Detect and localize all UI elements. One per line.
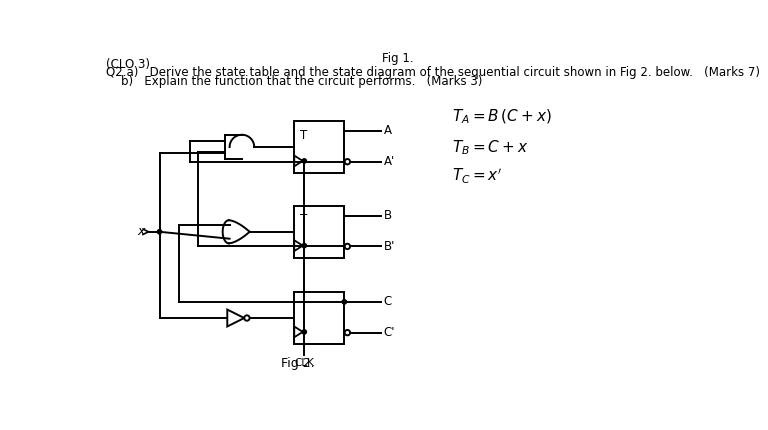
- Text: $T_A = B\,(C+x)$: $T_A = B\,(C+x)$: [452, 108, 551, 126]
- Bar: [294, 206, 344, 258]
- Circle shape: [302, 330, 306, 334]
- Circle shape: [302, 159, 306, 163]
- Text: $T_C = x'$: $T_C = x'$: [452, 167, 502, 186]
- Text: Q2.a)   Derive the state table and the state diagram of the sequential circuit s: Q2.a) Derive the state table and the sta…: [106, 66, 760, 79]
- Text: C': C': [383, 326, 395, 339]
- Text: CLK: CLK: [294, 358, 314, 368]
- Bar: [294, 121, 344, 173]
- Text: T: T: [300, 213, 307, 226]
- Circle shape: [343, 300, 346, 304]
- Text: B: B: [383, 209, 392, 222]
- Text: Fig 2.: Fig 2.: [281, 357, 315, 370]
- Circle shape: [157, 230, 162, 234]
- Bar: [294, 292, 344, 344]
- Text: C: C: [383, 295, 392, 308]
- Text: B': B': [383, 240, 395, 253]
- Circle shape: [302, 243, 306, 248]
- Text: $T_B = C+x$: $T_B = C+x$: [452, 138, 528, 157]
- Text: x: x: [137, 225, 145, 238]
- Text: A: A: [383, 124, 392, 138]
- Text: T: T: [300, 129, 307, 141]
- Text: A': A': [383, 155, 395, 168]
- Text: T: T: [300, 300, 307, 313]
- Text: (CLO 3): (CLO 3): [106, 58, 150, 71]
- Text: b)   Explain the function that the circuit performs.   (Marks 3): b) Explain the function that the circuit…: [106, 75, 482, 88]
- Text: Fig 1.: Fig 1.: [382, 52, 414, 65]
